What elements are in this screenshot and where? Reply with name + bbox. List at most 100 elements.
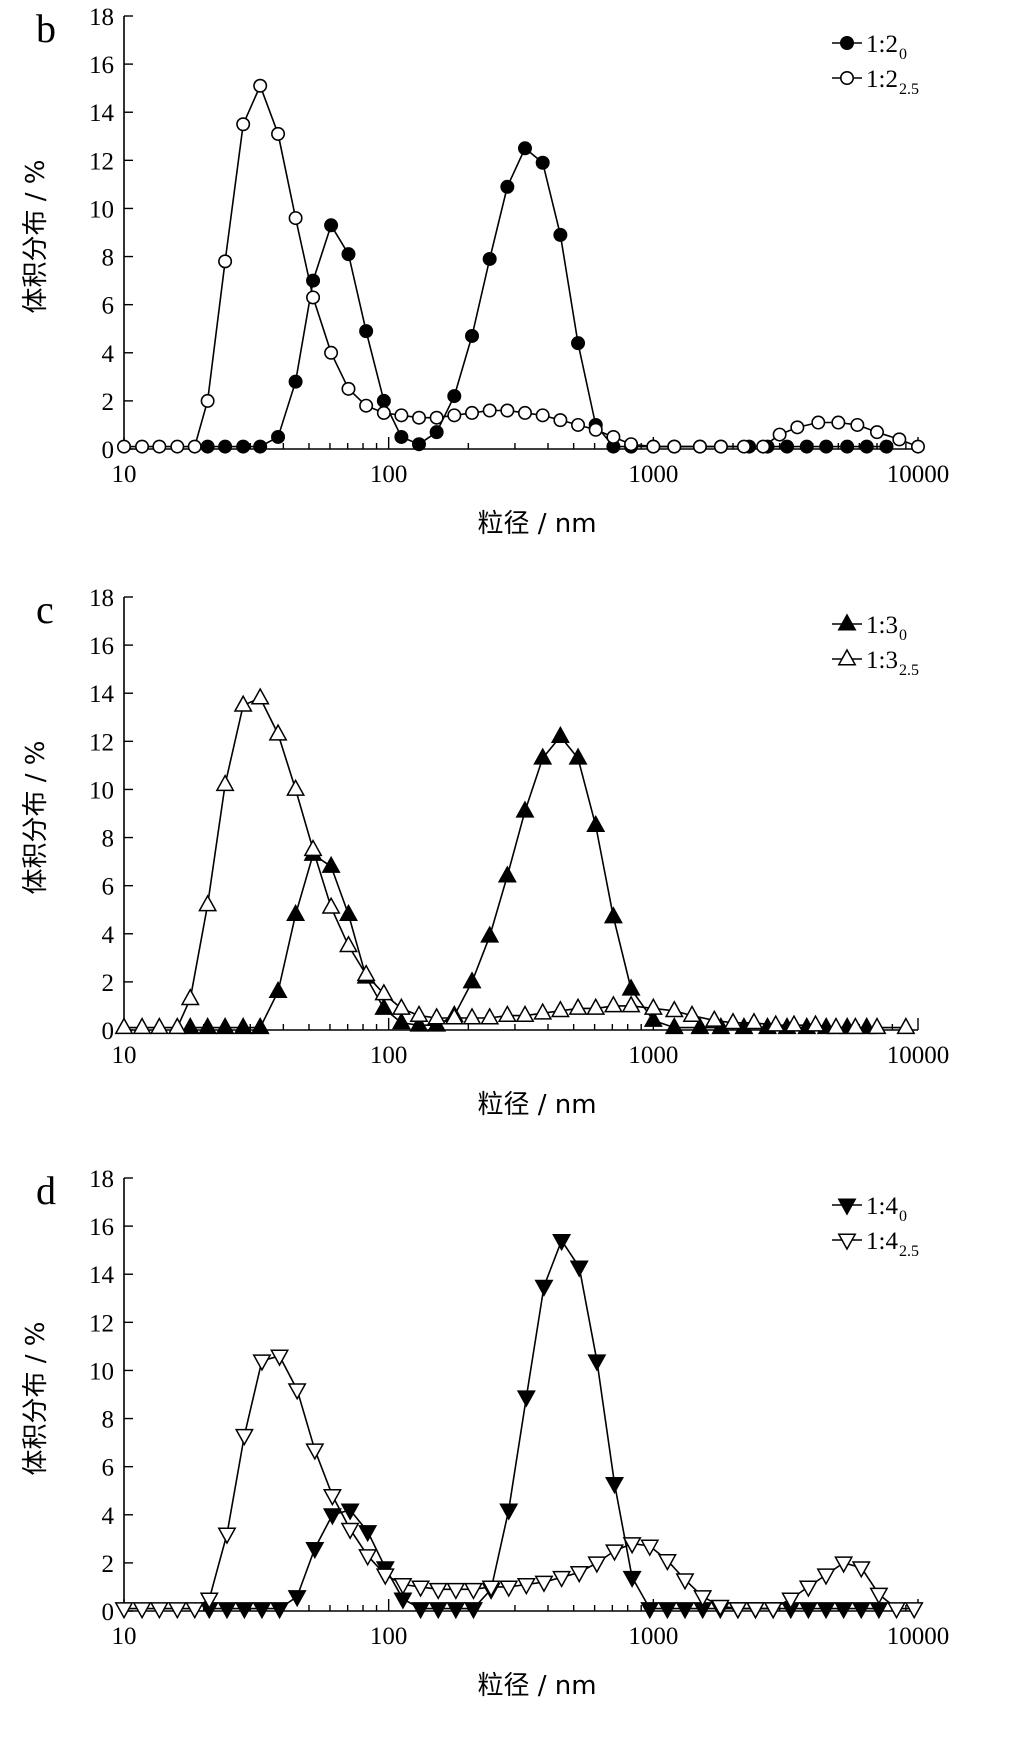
data-point [429, 410, 444, 425]
data-point [411, 1580, 431, 1598]
data-point [515, 1005, 535, 1023]
y-tick-label: 16 [89, 1214, 114, 1241]
data-point [568, 997, 588, 1015]
data-point [409, 1005, 429, 1023]
data-point [826, 1017, 846, 1035]
y-tick-label: 18 [89, 4, 114, 31]
data-point [497, 1005, 517, 1023]
axes [123, 16, 918, 450]
data-point [339, 935, 358, 953]
data-point [391, 997, 411, 1015]
data-point [603, 995, 623, 1013]
data-point [135, 439, 150, 454]
data-point [446, 1602, 466, 1620]
y-tick-label: 14 [89, 681, 115, 708]
series-0 [199, 1234, 889, 1620]
data-point [667, 439, 682, 454]
series-1 [114, 1349, 924, 1620]
x-tick-label: 10000 [887, 461, 950, 488]
data-point [132, 1602, 152, 1620]
data-point [324, 345, 339, 360]
data-point [480, 1007, 500, 1025]
data-point [640, 1602, 660, 1620]
data-point [412, 437, 427, 452]
y-tick-label: 2 [102, 970, 115, 997]
data-point [682, 1005, 702, 1023]
data-point [693, 1590, 713, 1608]
data-point [622, 1570, 642, 1588]
legend-marker [839, 71, 854, 86]
y-tick-label: 4 [102, 922, 115, 949]
data-point [535, 408, 550, 423]
data-point [728, 1602, 748, 1620]
data-point [713, 439, 728, 454]
y-tick-label: 14 [89, 100, 115, 127]
data-point [132, 1017, 152, 1035]
y-tick-label: 8 [102, 826, 115, 853]
data-point [198, 894, 218, 912]
data-point [358, 1525, 378, 1543]
data-point [798, 1580, 818, 1598]
data-point [482, 251, 497, 266]
data-point [444, 1007, 464, 1025]
data-point [533, 1002, 553, 1020]
data-point [606, 429, 621, 444]
data-point [394, 429, 409, 444]
data-point [780, 439, 795, 454]
y-tick-label: 16 [89, 52, 114, 79]
x-tick-label: 10 [112, 1042, 137, 1069]
legend-label: 1:20 [866, 31, 907, 63]
y-axis-title: 体积分布 / % [21, 160, 51, 314]
data-point [447, 408, 462, 423]
x-axis-title: 粒径 / nm [477, 1090, 596, 1120]
data-point [587, 1556, 607, 1574]
data-point [664, 1000, 684, 1018]
data-point [358, 1549, 378, 1567]
data-point [845, 1017, 865, 1035]
legend-label: 1:32.5 [866, 647, 919, 679]
data-point [624, 437, 639, 452]
data-point [831, 415, 846, 430]
legend-marker [837, 648, 857, 666]
data-point [374, 983, 394, 1001]
data-point [324, 218, 339, 233]
data-point [167, 1602, 187, 1620]
data-point [167, 1017, 187, 1035]
data-point [516, 1390, 536, 1408]
data-point [482, 403, 497, 418]
data-point [218, 439, 233, 454]
x-tick-label: 10 [112, 461, 137, 488]
data-point [664, 1017, 684, 1035]
data-point [552, 1570, 572, 1588]
data-point [375, 1568, 395, 1586]
x-tick-label: 1000 [628, 1042, 678, 1069]
data-point [170, 439, 185, 454]
data-point [784, 1014, 804, 1032]
y-tick-label: 6 [102, 293, 115, 320]
data-point [428, 1602, 448, 1620]
data-point [114, 1017, 134, 1035]
data-point [465, 405, 480, 420]
data-point [756, 439, 771, 454]
data-point [359, 324, 374, 339]
data-point [340, 1503, 360, 1521]
data-point [271, 429, 286, 444]
data-point [287, 1383, 307, 1401]
data-point [287, 1590, 307, 1608]
data-point [270, 1349, 290, 1367]
data-point [869, 1587, 889, 1605]
data-point [896, 1017, 916, 1035]
data-point [199, 1592, 219, 1610]
data-point [322, 1489, 342, 1507]
data-point [253, 439, 268, 454]
data-point [187, 439, 202, 454]
data-point [180, 988, 200, 1006]
data-point [321, 896, 341, 914]
data-point [200, 439, 215, 454]
data-point [341, 247, 356, 262]
y-tick-label: 16 [89, 633, 114, 660]
data-point [376, 405, 391, 420]
panel-letter: b [36, 6, 56, 51]
y-tick-label: 8 [102, 1407, 115, 1434]
